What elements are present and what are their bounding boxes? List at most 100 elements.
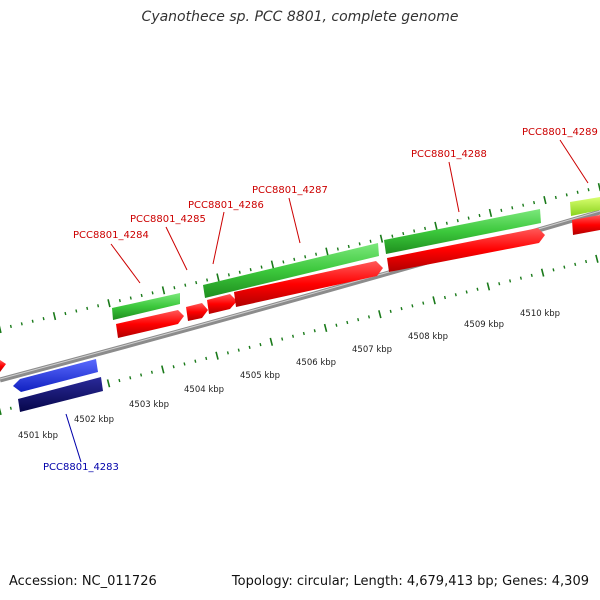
gene-4289-red[interactable] <box>572 215 600 235</box>
label-leaders <box>65 139 589 463</box>
genome-stats-text: Topology: circular; Length: 4,679,413 bp… <box>231 574 589 589</box>
tick-mark <box>172 365 175 369</box>
gene-4283-navy[interactable] <box>18 377 103 412</box>
reverse-gene-row <box>13 359 103 412</box>
tick-mark <box>97 304 100 308</box>
tick-mark <box>238 270 241 274</box>
tick-mark <box>509 279 512 283</box>
gene-4286-red[interactable] <box>207 294 237 314</box>
tick-mark <box>269 337 274 346</box>
gene-label-4285[interactable]: PCC8801_4285 <box>130 214 206 225</box>
tick-mark <box>476 287 479 291</box>
scale-label-4506: 4506 kbp <box>296 358 336 368</box>
tick-mark <box>215 351 219 360</box>
tick-mark <box>413 229 416 233</box>
tick-mark <box>259 342 262 347</box>
forward-tick-track <box>0 183 600 334</box>
scale-label-4502: 4502 kbp <box>74 415 114 425</box>
tick-mark <box>42 317 45 321</box>
tick-mark <box>543 195 547 205</box>
gene-4285-red[interactable] <box>186 303 208 321</box>
tick-mark <box>281 337 284 341</box>
gene-label-4286[interactable]: PCC8801_4286 <box>188 200 264 211</box>
tick-mark <box>206 278 209 282</box>
gene-4289-lime[interactable] <box>570 197 600 216</box>
tick-mark <box>540 268 545 277</box>
tick-mark <box>533 200 536 205</box>
tick-mark <box>282 260 285 264</box>
tick-mark <box>357 318 360 322</box>
tick-mark <box>486 282 491 291</box>
gene-4288-green[interactable] <box>384 209 541 254</box>
tick-mark <box>161 286 166 295</box>
tick-mark <box>325 247 329 256</box>
tick-mark <box>118 378 121 383</box>
scale-label-4505: 4505 kbp <box>240 371 280 381</box>
tick-mark <box>500 208 503 212</box>
gene-4287-red[interactable] <box>234 261 383 307</box>
tick-mark <box>293 257 296 261</box>
scale-label-4510: 4510 kbp <box>520 309 560 319</box>
tick-mark <box>9 324 12 329</box>
gene-label-4288[interactable]: PCC8801_4288 <box>411 149 487 160</box>
gene-label-4289[interactable]: PCC8801_4289 <box>522 127 598 138</box>
gene-label-4287[interactable]: PCC8801_4287 <box>252 185 328 196</box>
tick-mark <box>565 193 568 197</box>
gene-label-4283[interactable]: PCC8801_4283 <box>43 462 119 473</box>
tick-mark <box>335 323 338 327</box>
tick-mark <box>86 306 89 310</box>
gene-4287-green[interactable] <box>203 243 379 298</box>
tick-mark <box>595 254 599 263</box>
scale-label-4503: 4503 kbp <box>129 400 169 410</box>
tick-mark <box>563 265 566 269</box>
tick-mark <box>378 310 382 319</box>
tick-mark <box>140 293 143 298</box>
scale-label-4507: 4507 kbp <box>352 345 392 355</box>
tick-mark <box>519 276 522 280</box>
scale-label-4508: 4508 kbp <box>408 332 448 342</box>
tick-mark <box>389 309 392 313</box>
tick-mark <box>454 293 457 297</box>
tick-mark <box>140 373 143 377</box>
tick-mark <box>511 206 514 210</box>
tick-mark <box>402 231 405 236</box>
gene-4284-red[interactable] <box>116 310 184 338</box>
tick-mark <box>0 407 2 416</box>
tick-mark <box>424 226 427 231</box>
tick-mark <box>465 290 468 294</box>
tick-mark <box>227 273 230 277</box>
tick-mark <box>336 247 339 251</box>
tick-mark <box>400 306 403 311</box>
tick-mark <box>467 216 470 220</box>
gene-label-4284[interactable]: PCC8801_4284 <box>73 230 149 241</box>
tick-mark <box>315 252 318 256</box>
gene-4284-green[interactable] <box>112 293 180 320</box>
tick-mark <box>443 295 447 300</box>
tick-mark <box>379 234 384 243</box>
tick-mark <box>422 301 425 305</box>
tick-mark <box>554 195 557 200</box>
gene-4283-blue[interactable] <box>13 359 98 392</box>
tick-mark <box>52 312 57 321</box>
gene-4288-red[interactable] <box>387 228 545 272</box>
tick-mark <box>323 323 328 333</box>
tick-mark <box>346 320 349 325</box>
tick-mark <box>574 262 577 266</box>
tick-mark <box>248 345 251 349</box>
tick-mark <box>456 219 459 223</box>
tick-mark <box>0 325 2 334</box>
tick-mark <box>216 273 220 282</box>
tick-mark <box>75 309 78 313</box>
tick-mark <box>313 329 316 333</box>
tick-mark <box>302 331 305 336</box>
tick-mark <box>118 299 121 303</box>
accession-text: Accession: NC_011726 <box>9 574 157 589</box>
tick-mark <box>161 365 165 374</box>
gene-left-red[interactable] <box>0 360 6 372</box>
tick-mark <box>347 244 350 249</box>
map-title: Cyanothece sp. PCC 8801, complete genome <box>141 9 459 25</box>
scale-label-4504: 4504 kbp <box>184 385 224 395</box>
tick-mark <box>151 291 154 295</box>
tick-mark <box>411 304 414 308</box>
